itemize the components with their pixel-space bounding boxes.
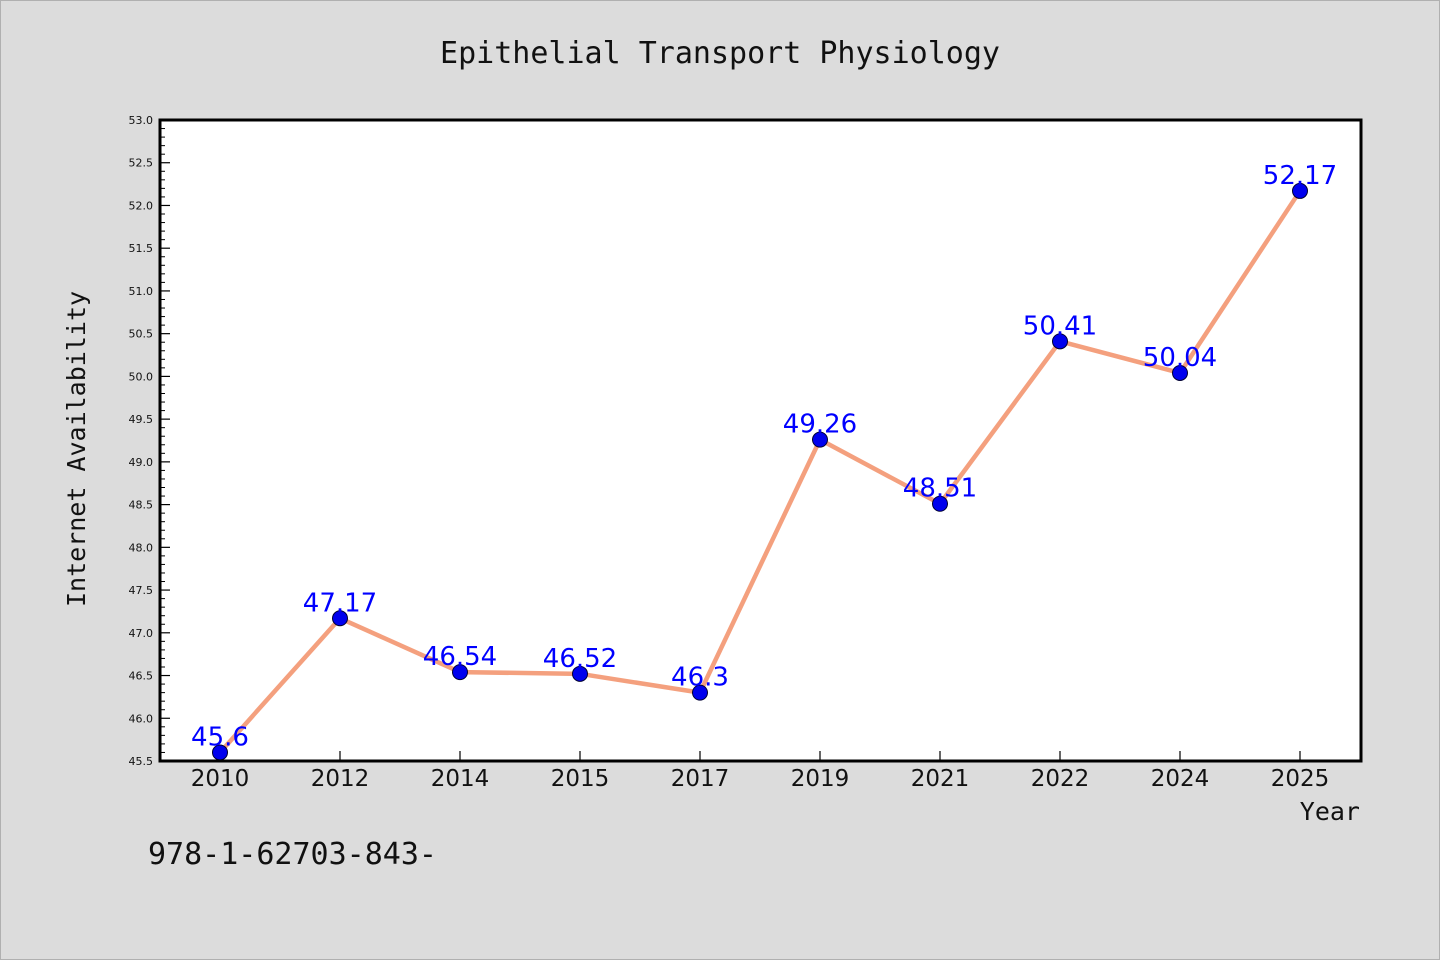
data-label: 52.17 <box>1263 161 1337 191</box>
x-tick-label: 2015 <box>551 766 610 792</box>
x-tick-label: 2025 <box>1271 766 1330 792</box>
data-point <box>812 431 828 448</box>
plot-area <box>160 120 1361 761</box>
data-label: 47.17 <box>303 588 377 618</box>
y-tick-label: 52.5 <box>129 157 154 170</box>
y-tick-label: 51.0 <box>129 285 154 298</box>
y-tick-label: 49.0 <box>129 456 154 469</box>
y-axis-title: Internet Availability <box>62 291 91 607</box>
data-label: 49.26 <box>783 410 857 440</box>
data-label: 48.51 <box>903 474 977 504</box>
y-tick-label: 50.0 <box>129 370 154 383</box>
y-tick-label: 47.0 <box>129 627 154 640</box>
data-point <box>932 495 948 512</box>
data-point <box>1052 333 1068 350</box>
y-tick-label: 52.0 <box>129 199 154 212</box>
x-tick-label: 2010 <box>191 766 250 792</box>
y-tick-label: 51.5 <box>129 242 154 255</box>
x-tick-label: 2024 <box>1151 766 1210 792</box>
y-tick-label: 45.5 <box>129 755 154 768</box>
data-label: 45.6 <box>191 722 249 752</box>
y-tick-label: 49.5 <box>129 413 154 426</box>
series-layer: 45.6 47.17 46.54 46.52 46.3 49.26 48.51 50.41 50… <box>191 161 1337 761</box>
y-tick-label: 48.0 <box>129 541 154 554</box>
y-tick-label: 46.0 <box>129 712 154 725</box>
x-tick-label: 2012 <box>311 766 370 792</box>
y-tick-label: 46.5 <box>129 670 154 683</box>
data-point <box>1172 364 1188 381</box>
footer-isbn-text: 978-1-62703-843- <box>148 837 437 872</box>
data-label: 50.41 <box>1023 311 1097 341</box>
x-tick-label: 2019 <box>791 766 850 792</box>
y-tick-label: 53.0 <box>129 114 154 127</box>
data-label: 50.04 <box>1143 343 1217 373</box>
x-axis-title: Year <box>1300 797 1360 826</box>
y-tick-label: 47.5 <box>129 584 154 597</box>
data-label: 46.52 <box>543 644 617 674</box>
x-tick-label: 2014 <box>431 766 490 792</box>
y-axis: 45.5 46.0 46.5 47.0 47.5 48.0 48.5 49.0 49.5 50.0… <box>129 114 170 768</box>
data-label: 46.3 <box>671 663 729 693</box>
x-tick-label: 2022 <box>1031 766 1090 792</box>
data-label: 46.54 <box>423 642 497 672</box>
data-point <box>572 665 588 682</box>
series-line <box>217 188 1303 755</box>
y-tick-label: 48.5 <box>129 499 154 512</box>
x-tick-label: 2017 <box>671 766 730 792</box>
data-point <box>452 664 468 681</box>
plot-border <box>158 118 1363 763</box>
x-axis: 2010 2012 2014 2015 2017 2019 2021 2022 2024 2025 <box>191 751 1330 792</box>
y-tick-label: 50.5 <box>129 328 154 341</box>
x-tick-label: 2021 <box>911 766 970 792</box>
data-point <box>1292 182 1308 199</box>
chart-title: Epithelial Transport Physiology <box>440 36 1000 71</box>
data-point <box>692 684 708 701</box>
data-point <box>332 610 348 627</box>
